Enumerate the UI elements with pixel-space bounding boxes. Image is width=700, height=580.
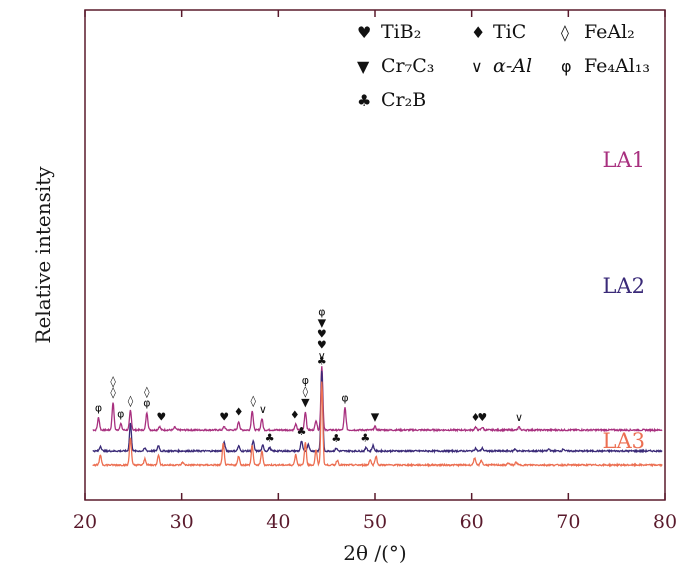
phase-marker-la1-8-0: ◊ (250, 394, 256, 407)
phase-marker-la1-12-2: ♥ (317, 328, 327, 341)
phase-marker-la1-3-0: ◊ (128, 394, 134, 407)
phase-marker-la1-6-0: ♥ (219, 411, 229, 424)
series-label-la3: LA3 (603, 429, 645, 453)
legend-label-cr2b: Cr₂B (381, 89, 426, 111)
x-tick-label-40: 40 (266, 511, 290, 533)
phase-marker-la1-12-4: ∨ (318, 350, 326, 363)
x-axis-title: 2θ /(°) (343, 541, 406, 565)
phase-marker-la1-5-0: ♥ (156, 411, 166, 424)
series-lines (92, 366, 663, 468)
legend-symbol-cr2b: ♣ (357, 91, 371, 110)
phase-marker-la1-12-0: φ (318, 306, 325, 319)
phase-marker-la2-0-0: ♣ (265, 432, 275, 445)
phase-marker-la2-1-0: ♣ (297, 425, 307, 438)
x-tick-label-60: 60 (460, 511, 484, 533)
legend-symbol-cr7c3: ▼ (357, 57, 370, 76)
legend-label-tic: TiC (493, 21, 526, 43)
legend-label-tib2: TiB₂ (381, 21, 421, 43)
series-line-la2 (92, 370, 663, 454)
phase-marker-la1-4-0: ◊ (144, 386, 150, 399)
phase-marker-la1-13-0: φ (341, 392, 348, 405)
phase-marker-la1-0-0: φ (95, 401, 102, 414)
phase-marker-la1-11-2: ▼ (301, 396, 310, 409)
phase-marker-la1-15-0: ♦ (471, 411, 481, 424)
x-tick-label-50: 50 (363, 511, 387, 533)
phase-marker-la1-4-1: φ (143, 397, 150, 410)
phase-marker-la1-17-0: ∨ (515, 411, 523, 424)
series-line-la3 (92, 381, 663, 468)
phase-markers: φ◊◊φ◊◊φ♥ ♥ ♦◊∨ ♦φ◊▼φ▼♥♥∨φ▼ ♦♥ ∨♣ ♣♣♣ ♣ (95, 306, 523, 446)
x-tick-label-20: 20 (73, 511, 97, 533)
x-tick-label-30: 30 (170, 511, 194, 533)
y-axis-title: Relative intensity (31, 166, 55, 344)
phase-marker-la1-16-0: ♥ (477, 411, 487, 424)
phase-marker-la1-12-3: ♥ (317, 339, 327, 352)
legend-label-fe4al13: Fe₄Al₁₃ (584, 55, 650, 77)
series-line-la1 (92, 366, 663, 433)
x-tick-label-70: 70 (556, 511, 580, 533)
legend-symbol-tic: ♦ (471, 23, 485, 42)
legend: ♥ TiB₂ ♦ TiC ◊ FeAl₂ ▼ Cr₇C₃ ∨ α-Al φ Fe… (357, 21, 650, 111)
legend-symbol-fe4al13: φ (561, 57, 572, 76)
series-label-la2: LA2 (603, 274, 645, 298)
phase-marker-la1-12-1: ▼ (318, 317, 327, 330)
phase-marker-la1-1-1: ◊ (110, 386, 116, 399)
phase-marker-la2-3-0: ♣ (331, 432, 341, 445)
legend-symbol-feal2: ◊ (561, 23, 569, 42)
series-label-la1: LA1 (603, 148, 645, 172)
phase-marker-la1-1-0: ◊ (110, 375, 116, 388)
phase-marker-la1-2-0: φ (117, 408, 124, 421)
plot-area: 20 30 40 50 60 70 80 φ◊◊φ◊◊φ♥ ♥ ♦◊∨ ♦φ◊▼φ▼♥♥∨φ▼ ♦♥… (73, 9, 677, 533)
x-tick-label-80: 80 (653, 511, 677, 533)
phase-marker-la1-14-0: ▼ (371, 411, 380, 424)
phase-marker-la1-9-0: ∨ (259, 403, 267, 416)
phase-marker-la2-4-0: ♣ (360, 432, 370, 445)
legend-label-alpha-al: α-Al (493, 55, 532, 77)
phase-marker-la1-11-0: φ (302, 374, 309, 387)
legend-label-cr7c3: Cr₇C₃ (381, 55, 434, 77)
phase-marker-la1-10-0: ♦ (290, 408, 300, 421)
phase-marker-la1-11-1: ◊ (303, 385, 309, 398)
x-ticks: 20 30 40 50 60 70 80 (73, 10, 677, 533)
legend-symbol-alpha-al: ∨ (471, 57, 483, 76)
legend-symbol-tib2: ♥ (357, 23, 371, 42)
phase-marker-la2-2-0: ♣ (317, 355, 327, 368)
phase-marker-la1-7-0: ♦ (234, 406, 244, 419)
legend-label-feal2: FeAl₂ (584, 21, 635, 43)
